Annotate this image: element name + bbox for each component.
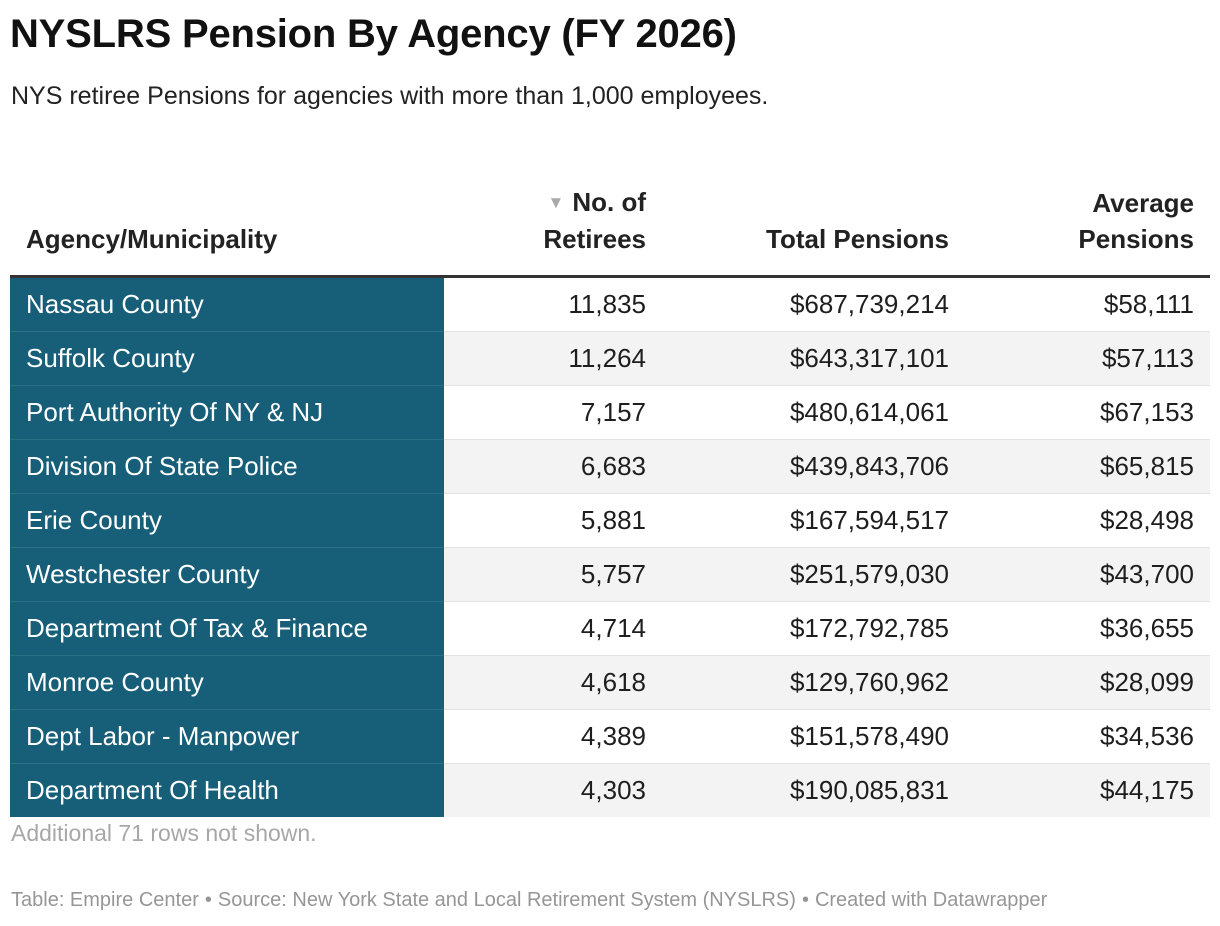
header-agency[interactable]: Agency/Municipality <box>10 165 444 278</box>
table-row: Department Of Tax & Finance 4,714 $172,7… <box>10 601 1210 656</box>
table-row: Nassau County 11,835 $687,739,214 $58,11… <box>10 276 1210 332</box>
footer-source: Source: New York State and Local Retirem… <box>217 889 796 911</box>
cell-agency: Department Of Tax & Finance <box>10 601 444 656</box>
cell-average: $65,815 <box>965 439 1210 494</box>
cell-retirees: 4,303 <box>444 763 662 817</box>
header-average[interactable]: Average Pensions <box>965 165 1210 278</box>
header-row: Agency/Municipality ▼ No. of Retirees Tot… <box>10 165 1210 278</box>
cell-retirees: 5,881 <box>444 493 662 548</box>
footer-separator: • <box>801 889 809 911</box>
header-total[interactable]: Total Pensions <box>662 165 965 278</box>
header-retirees[interactable]: ▼ No. of Retirees <box>444 165 662 278</box>
table-body: Nassau County 11,835 $687,739,214 $58,11… <box>10 276 1210 817</box>
table-row: Port Authority Of NY & NJ 7,157 $480,614… <box>10 385 1210 440</box>
table-row: Dept Labor - Manpower 4,389 $151,578,490… <box>10 709 1210 764</box>
table-row: Department Of Health 4,303 $190,085,831 … <box>10 763 1210 817</box>
cell-average: $43,700 <box>965 547 1210 602</box>
cell-average: $34,536 <box>965 709 1210 764</box>
cell-retirees: 4,618 <box>444 655 662 710</box>
cell-agency: Port Authority Of NY & NJ <box>10 385 444 440</box>
cell-total: $172,792,785 <box>662 601 965 656</box>
cell-average: $36,655 <box>965 601 1210 656</box>
table-row: Division Of State Police 6,683 $439,843,… <box>10 439 1210 494</box>
header-agency-label: Agency/Municipality <box>26 224 278 254</box>
cell-retirees: 11,264 <box>444 331 662 386</box>
cell-agency: Erie County <box>10 493 444 548</box>
cell-agency: Department Of Health <box>10 763 444 817</box>
cell-retirees: 11,835 <box>444 276 662 332</box>
footer-table-credit: Table: Empire Center <box>11 889 199 911</box>
cell-average: $44,175 <box>965 763 1210 817</box>
pension-table: Agency/Municipality ▼ No. of Retirees Tot… <box>10 165 1210 817</box>
header-average-line1: Average <box>1092 188 1194 218</box>
cell-retirees: 7,157 <box>444 385 662 440</box>
table-row: Suffolk County 11,264 $643,317,101 $57,1… <box>10 331 1210 386</box>
cell-total: $251,579,030 <box>662 547 965 602</box>
cell-average: $58,111 <box>965 276 1210 332</box>
cell-agency: Monroe County <box>10 655 444 710</box>
cell-total: $480,614,061 <box>662 385 965 440</box>
cell-total: $167,594,517 <box>662 493 965 548</box>
cell-agency: Westchester County <box>10 547 444 602</box>
table-header: Agency/Municipality ▼ No. of Retirees Tot… <box>10 165 1210 278</box>
cell-retirees: 4,714 <box>444 601 662 656</box>
table-row: Westchester County 5,757 $251,579,030 $4… <box>10 547 1210 602</box>
more-rows-note: Additional 71 rows not shown. <box>11 820 317 846</box>
cell-agency: Nassau County <box>10 276 444 332</box>
cell-total: $129,760,962 <box>662 655 965 710</box>
cell-total: $643,317,101 <box>662 331 965 386</box>
table-row: Erie County 5,881 $167,594,517 $28,498 <box>10 493 1210 548</box>
cell-agency: Division Of State Police <box>10 439 444 494</box>
page-subtitle: NYS retiree Pensions for agencies with m… <box>11 82 769 110</box>
cell-average: $67,153 <box>965 385 1210 440</box>
cell-retirees: 5,757 <box>444 547 662 602</box>
cell-average: $28,099 <box>965 655 1210 710</box>
cell-total: $190,085,831 <box>662 763 965 817</box>
cell-agency: Dept Labor - Manpower <box>10 709 444 764</box>
page-title: NYSLRS Pension By Agency (FY 2026) <box>10 12 737 56</box>
header-average-line2: Pensions <box>1078 224 1194 254</box>
cell-retirees: 6,683 <box>444 439 662 494</box>
sort-descending-icon[interactable]: ▼ <box>547 193 565 212</box>
cell-total: $439,843,706 <box>662 439 965 494</box>
cell-agency: Suffolk County <box>10 331 444 386</box>
footer-created-with: Created with Datawrapper <box>814 889 1048 911</box>
cell-total: $687,739,214 <box>662 276 965 332</box>
cell-total: $151,578,490 <box>662 709 965 764</box>
cell-average: $28,498 <box>965 493 1210 548</box>
table-row: Monroe County 4,618 $129,760,962 $28,099 <box>10 655 1210 710</box>
header-total-label: Total Pensions <box>766 224 949 254</box>
header-retirees-line2: Retirees <box>543 224 646 254</box>
footer-separator: • <box>204 889 212 911</box>
cell-average: $57,113 <box>965 331 1210 386</box>
header-retirees-line1: No. of <box>572 187 646 217</box>
cell-retirees: 4,389 <box>444 709 662 764</box>
footer-credits: Table: Empire Center • Source: New York St… <box>11 889 1047 912</box>
